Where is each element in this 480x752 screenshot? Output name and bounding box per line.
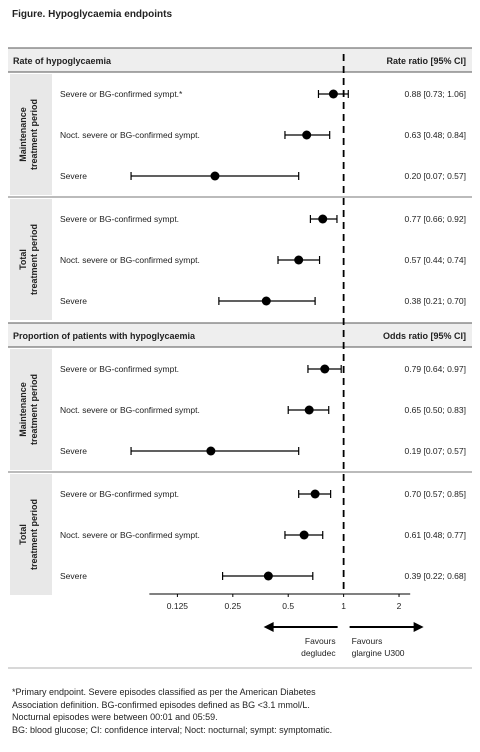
x-tick-label: 0.25 [225, 601, 242, 611]
point-estimate [304, 405, 314, 415]
row-ci-text: 0.57 [0.44; 0.74] [405, 255, 466, 265]
group-label-line: Total [18, 524, 28, 545]
point-estimate [328, 89, 338, 99]
group-label: Totaltreatment period [18, 224, 39, 295]
footnote-line-1: *Primary endpoint. Severe episodes class… [12, 687, 316, 697]
footnote-line-3: Nocturnal episodes were between 00:01 an… [12, 712, 218, 722]
point-estimate [261, 296, 271, 306]
point-estimate [302, 130, 312, 140]
group-label-bg [10, 74, 52, 195]
group-label-bg [10, 199, 52, 320]
panel-header-title: Proportion of patients with hypoglycaemi… [13, 331, 196, 341]
point-estimate [320, 364, 330, 374]
favours-left-line-2: degludec [301, 648, 336, 658]
group-label-line: treatment period [29, 224, 39, 295]
row-ci-text: 0.77 [0.66; 0.92] [405, 214, 466, 224]
row-ci-text: 0.88 [0.73; 1.06] [405, 89, 466, 99]
panel-stat-header: Odds ratio [95% CI] [383, 331, 466, 341]
row-ci-text: 0.79 [0.64; 0.97] [405, 364, 466, 374]
point-estimate [263, 571, 273, 581]
row-label: Noct. severe or BG-confirmed sympt. [60, 255, 200, 265]
x-tick-label: 2 [397, 601, 402, 611]
group-label-bg [10, 474, 52, 595]
row-label: Severe or BG-confirmed sympt. [60, 489, 179, 499]
group-label: Maintenancetreatment period [18, 99, 39, 170]
point-estimate [310, 489, 320, 499]
group-label-line: treatment period [29, 499, 39, 570]
row-ci-text: 0.20 [0.07; 0.57] [405, 171, 466, 181]
footnote-line-4: BG: blood glucose; CI: confidence interv… [12, 724, 333, 735]
row-ci-text: 0.63 [0.48; 0.84] [405, 130, 466, 140]
row-label: Severe [60, 296, 87, 306]
row-label: Noct. severe or BG-confirmed sympt. [60, 405, 200, 415]
panel-header-bg [8, 48, 472, 72]
row-label: Severe [60, 571, 87, 581]
x-tick-label: 0.5 [282, 601, 294, 611]
favours-left-line-1: Favours [305, 636, 336, 646]
row-label: Severe or BG-confirmed sympt. [60, 364, 179, 374]
row-label: Severe or BG-confirmed sympt.* [60, 89, 183, 99]
row-label: Noct. severe or BG-confirmed sympt. [60, 130, 200, 140]
point-estimate [294, 255, 304, 265]
row-ci-text: 0.19 [0.07; 0.57] [405, 446, 466, 456]
row-ci-text: 0.70 [0.57; 0.85] [405, 489, 466, 499]
group-label-bg [10, 349, 52, 470]
row-label: Noct. severe or BG-confirmed sympt. [60, 530, 200, 540]
group-label-line: treatment period [29, 99, 39, 170]
panel-stat-header: Rate ratio [95% CI] [386, 56, 466, 66]
group-label: Totaltreatment period [18, 499, 39, 570]
group-label-line: treatment period [29, 374, 39, 445]
favours-right-arrowhead [413, 622, 424, 632]
x-tick-label: 1 [341, 601, 346, 611]
favours-left-arrowhead [263, 622, 274, 632]
panel-header-bg [8, 323, 472, 347]
group-label-line: Maintenance [18, 382, 28, 437]
point-estimate [206, 446, 216, 456]
favours-right-line-2: glargine U300 [352, 648, 405, 658]
row-ci-text: 0.61 [0.48; 0.77] [405, 530, 466, 540]
point-estimate [210, 171, 220, 181]
x-tick-label: 0.125 [167, 601, 189, 611]
point-estimate [299, 530, 309, 540]
group-label-line: Maintenance [18, 107, 28, 162]
footnote-line-2: Association definition. BG-confirmed epi… [12, 699, 310, 710]
favours-right-line-1: Favours [352, 636, 383, 646]
group-label: Maintenancetreatment period [18, 374, 39, 445]
row-label: Severe [60, 171, 87, 181]
row-label: Severe [60, 446, 87, 456]
row-ci-text: 0.39 [0.22; 0.68] [405, 571, 466, 581]
row-ci-text: 0.38 [0.21; 0.70] [405, 296, 466, 306]
point-estimate [318, 214, 328, 224]
group-label-line: Total [18, 249, 28, 270]
row-label: Severe or BG-confirmed sympt. [60, 214, 179, 224]
row-ci-text: 0.65 [0.50; 0.83] [405, 405, 466, 415]
panel-header-title: Rate of hypoglycaemia [13, 56, 112, 66]
figure-title: Figure. Hypoglycaemia endpoints [12, 9, 173, 20]
